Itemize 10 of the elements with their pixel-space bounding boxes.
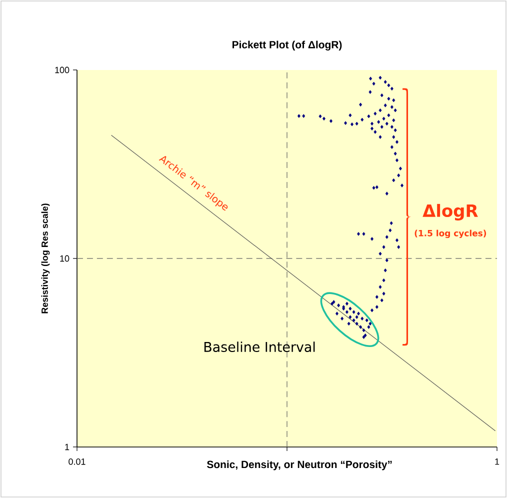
y-tick-label: 100	[55, 66, 70, 74]
x-tick-label: 0.01	[68, 458, 86, 465]
y-tick-label: 10	[60, 255, 70, 262]
y-axis-title: Resistivity (log Res scale)	[41, 204, 50, 314]
x-axis-title: Sonic, Density, or Neutron “Porosity”	[206, 460, 392, 470]
annotation: ΔlogR	[422, 204, 478, 220]
annotation: (1.5 log cycles)	[414, 230, 486, 238]
chart-title: Pickett Plot (of ΔlogR)	[232, 40, 342, 51]
y-tick-label: 1	[65, 444, 70, 450]
annotation: Baseline Interval	[204, 342, 315, 352]
